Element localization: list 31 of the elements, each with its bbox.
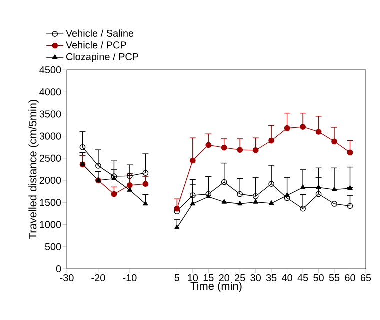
x-tick-label: -10 — [123, 274, 137, 282]
x-tick-label: 10 — [188, 274, 198, 282]
x-tick-label: 15 — [204, 274, 214, 282]
x-tick-label: 45 — [298, 274, 308, 282]
x-tick-label: 30 — [250, 274, 261, 282]
legend-label: Vehicle / PCP — [66, 41, 126, 49]
x-tick-label: 5 — [174, 274, 180, 282]
y-tick-label: 4000 — [40, 88, 62, 96]
y-tick-label: 2500 — [40, 154, 62, 162]
x-tick-label: 25 — [235, 274, 246, 282]
x-tick-label: 40 — [282, 274, 292, 282]
y-tick-label: 4500 — [40, 66, 62, 74]
y-tick-label: 3000 — [40, 132, 62, 140]
y-tick-label: 500 — [45, 243, 62, 250]
x-axis-title: Time (min) — [190, 282, 242, 292]
x-tick-label: 60 — [345, 274, 356, 282]
y-tick-label: 2000 — [40, 177, 62, 184]
y-tick-label: 1000 — [40, 221, 62, 228]
x-tick-label: 20 — [219, 274, 230, 282]
legend-label: Vehicle / Saline — [66, 30, 134, 38]
y-tick-label: 3500 — [40, 110, 62, 118]
y-tick-label: 0 — [56, 265, 62, 273]
x-tick-label: -30 — [60, 274, 74, 282]
x-tick-label: 55 — [329, 274, 340, 282]
legend-label: Clozapine / PCP — [66, 53, 139, 62]
x-tick-label: 65 — [360, 274, 372, 282]
y-tick-label: 1500 — [40, 199, 62, 206]
y-axis-title: Travelled distance (cm/5min) — [28, 100, 39, 240]
x-tick-label: 35 — [266, 274, 277, 282]
x-tick-label: 50 — [314, 274, 324, 282]
x-tick-label: -20 — [92, 274, 106, 282]
